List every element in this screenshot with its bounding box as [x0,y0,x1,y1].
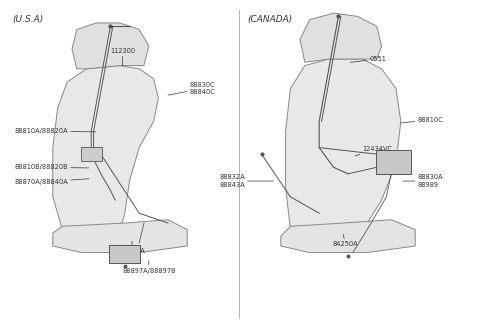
Text: 84250A: 84250A [333,235,359,247]
Text: 12434VC: 12434VC [355,146,393,156]
Polygon shape [286,59,401,230]
FancyBboxPatch shape [109,245,140,263]
Text: 88810C: 88810C [401,117,444,123]
Polygon shape [53,220,187,253]
Text: (CANADA): (CANADA) [247,15,292,24]
FancyBboxPatch shape [376,150,411,174]
Text: 112300: 112300 [110,48,135,66]
Text: 88810B/88820B: 88810B/88820B [14,164,89,170]
Text: (U.S.A): (U.S.A) [12,15,43,24]
Text: 88830A
88989: 88830A 88989 [403,174,443,188]
Polygon shape [300,13,382,62]
Text: 88810A/88820A: 88810A/88820A [14,128,96,134]
Text: 88832A
88843A: 88832A 88843A [219,174,274,188]
Text: 0551: 0551 [350,56,386,62]
Text: 88870A/88840A: 88870A/88840A [14,179,89,185]
Polygon shape [72,23,149,69]
Polygon shape [281,220,415,253]
FancyBboxPatch shape [81,147,102,161]
Text: 88830C
88840C: 88830C 88840C [168,82,216,95]
Text: 84250A: 84250A [119,241,145,254]
Text: 88897A/88897B: 88897A/88897B [122,261,176,274]
Polygon shape [53,66,158,230]
